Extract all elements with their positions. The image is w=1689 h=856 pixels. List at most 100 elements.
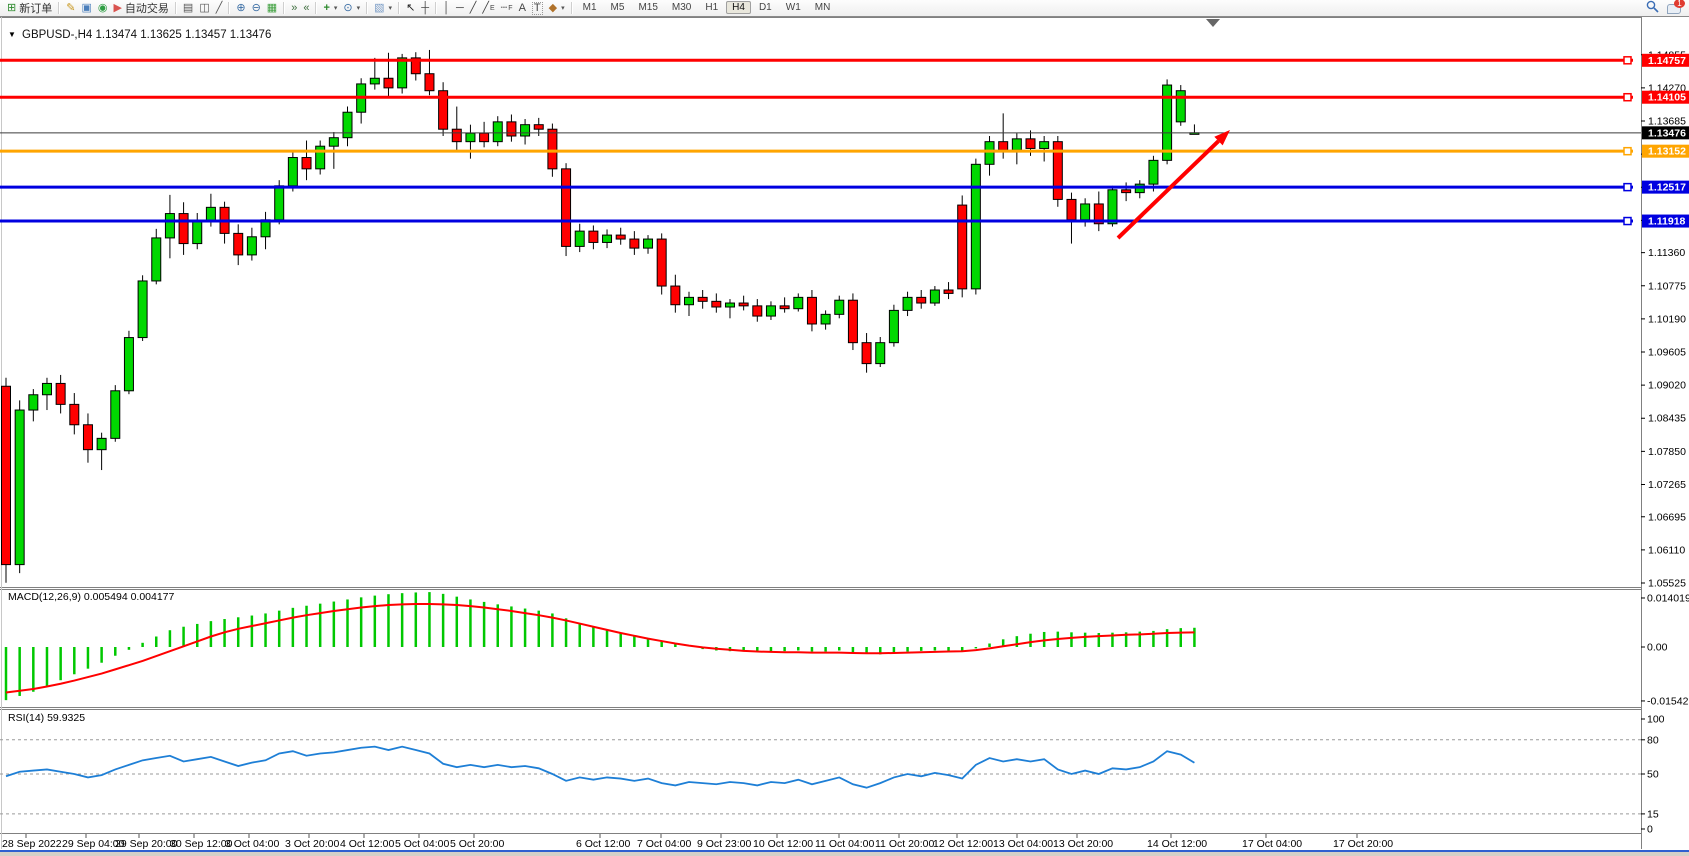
candle bbox=[1121, 189, 1132, 194]
candle bbox=[205, 206, 216, 222]
timeframe-M5[interactable]: M5 bbox=[610, 2, 625, 13]
tile-windows-icon: ▦ bbox=[266, 1, 278, 14]
text-icon: A bbox=[518, 1, 526, 14]
chart-shift-marker[interactable] bbox=[1206, 19, 1220, 27]
price-axis[interactable]: 1.148551.142701.136851.131001.125151.119… bbox=[1641, 49, 1689, 590]
chart-header: ▼ GBPUSD-,H4 1.13474 1.13625 1.13457 1.13… bbox=[8, 29, 271, 41]
bar-chart-button[interactable]: ▤ bbox=[180, 1, 196, 16]
vertical-line-button[interactable]: │ bbox=[440, 1, 453, 16]
timeframe-M1[interactable]: M1 bbox=[582, 2, 597, 13]
timeframe-D1[interactable]: D1 bbox=[758, 2, 772, 13]
hline-1.12517[interactable] bbox=[0, 182, 1633, 192]
rsi-tick-label: 50 bbox=[1647, 769, 1659, 781]
line-handle[interactable] bbox=[1623, 56, 1632, 65]
equidistant-channel-button[interactable]: ╱ E bbox=[479, 1, 497, 16]
fibonacci-button[interactable]: ┄ F bbox=[498, 1, 516, 16]
toolbar-separator bbox=[366, 2, 369, 14]
candle bbox=[561, 168, 572, 247]
notifications-button[interactable]: 1 bbox=[1667, 0, 1685, 14]
algo-trading-button[interactable]: ▶ 自动交易 bbox=[110, 1, 171, 16]
time-tick-label: 9 Oct 23:00 bbox=[697, 838, 751, 850]
indicators-button[interactable]: + ▾ bbox=[320, 1, 340, 16]
arrows-button[interactable]: ◆ ▾ bbox=[546, 1, 568, 16]
search-button[interactable] bbox=[1646, 0, 1659, 16]
price-tick-label: 1.13685 bbox=[1648, 116, 1686, 128]
zoom-in-button[interactable]: ⊕ bbox=[233, 1, 248, 16]
time-tick-label: 11 Oct 04:00 bbox=[815, 838, 875, 850]
hline-1.11918[interactable] bbox=[0, 216, 1633, 226]
horizontal-lines-layer bbox=[0, 56, 1633, 226]
candle bbox=[1052, 141, 1063, 200]
candle bbox=[369, 77, 380, 85]
zoom-out-button[interactable]: ⊖ bbox=[249, 1, 264, 16]
new-order-button[interactable]: ⊞ 新订单 bbox=[4, 1, 55, 16]
candle bbox=[96, 437, 107, 451]
window-bottom-border bbox=[0, 850, 1689, 852]
tile-windows-button[interactable]: ▦ bbox=[264, 1, 280, 16]
line-handle[interactable] bbox=[1623, 182, 1632, 192]
text-label-button[interactable]: T bbox=[529, 1, 546, 16]
timeframe-M15[interactable]: M15 bbox=[638, 2, 658, 13]
hline-1.14105[interactable] bbox=[0, 92, 1633, 102]
candle bbox=[970, 163, 981, 290]
chart-shift-icon: « bbox=[303, 1, 310, 14]
price-tick-label: 1.09605 bbox=[1648, 347, 1686, 359]
cursor-button[interactable]: ↖ bbox=[403, 1, 418, 16]
horizontal-line-button[interactable]: ─ bbox=[453, 1, 467, 16]
candle bbox=[1039, 141, 1050, 149]
time-tick-label: 7 Oct 04:00 bbox=[637, 838, 691, 850]
template-icon: ▧ bbox=[374, 1, 385, 14]
algo-trading-label: 自动交易 bbox=[124, 3, 169, 15]
zoom-in-icon: ⊕ bbox=[236, 1, 246, 14]
market-watch-button[interactable]: ▣ bbox=[78, 1, 94, 16]
time-tick-label: 12 Oct 12:00 bbox=[933, 838, 993, 850]
macd-tick-label: 0.00 bbox=[1647, 642, 1668, 654]
symbol-ohlc-label: GBPUSD-,H4 1.13474 1.13625 1.13457 1.134… bbox=[22, 29, 271, 41]
line-handle[interactable] bbox=[1623, 92, 1632, 102]
candle bbox=[902, 296, 913, 311]
timeframe-H4[interactable]: H4 bbox=[726, 1, 751, 14]
timeframe-M30[interactable]: M30 bbox=[671, 2, 692, 13]
arrow-annotation[interactable] bbox=[1116, 130, 1230, 240]
templates-button[interactable]: ▧ ▾ bbox=[371, 1, 395, 16]
candle bbox=[164, 213, 175, 239]
line-handle[interactable] bbox=[1623, 146, 1632, 156]
candle bbox=[137, 280, 148, 339]
time-tick-label: 13 Oct 20:00 bbox=[1053, 838, 1113, 850]
trendline-button[interactable]: ╱ bbox=[467, 1, 480, 16]
line-handle[interactable] bbox=[1623, 216, 1632, 226]
auto-scroll-button[interactable]: » bbox=[288, 1, 300, 16]
new-order-label: 新订单 bbox=[19, 3, 53, 15]
svg-text:1.12517: 1.12517 bbox=[1648, 182, 1686, 194]
candle bbox=[479, 132, 490, 143]
candle bbox=[574, 230, 585, 247]
candle bbox=[342, 111, 353, 139]
timeframe-W1[interactable]: W1 bbox=[785, 2, 801, 13]
candle bbox=[1107, 189, 1118, 225]
crosshair-button[interactable]: ┼ bbox=[418, 1, 432, 16]
timeframe-MN[interactable]: MN bbox=[814, 2, 831, 13]
candle bbox=[602, 234, 613, 243]
text-button[interactable]: A bbox=[516, 1, 529, 16]
candlestick-button[interactable]: ◫ bbox=[196, 1, 212, 16]
signals-button[interactable]: ◉ bbox=[95, 1, 111, 16]
candle bbox=[1080, 203, 1091, 221]
hline-1.14757[interactable] bbox=[0, 56, 1633, 65]
line-chart-button[interactable]: ╱ bbox=[213, 1, 226, 16]
channel-icon: ╱ bbox=[482, 1, 489, 14]
rsi-tick-label: 15 bbox=[1647, 808, 1659, 820]
window-frame bbox=[0, 852, 1689, 856]
one-click-trading-toggle[interactable]: ▼ bbox=[8, 30, 16, 39]
hline-1.13152[interactable] bbox=[0, 146, 1633, 156]
timeframe-H1[interactable]: H1 bbox=[705, 2, 719, 13]
metaeditor-button[interactable]: ✎ bbox=[63, 1, 78, 16]
candle bbox=[888, 309, 899, 344]
periods-button[interactable]: ⊙ ▾ bbox=[340, 1, 363, 16]
candle bbox=[588, 230, 599, 243]
chart-shift-button[interactable]: « bbox=[300, 1, 312, 16]
candle bbox=[943, 289, 954, 294]
price-tick-label: 1.09020 bbox=[1648, 380, 1686, 392]
fibonacci-icon: ┄ bbox=[500, 1, 508, 14]
candle bbox=[28, 394, 39, 411]
